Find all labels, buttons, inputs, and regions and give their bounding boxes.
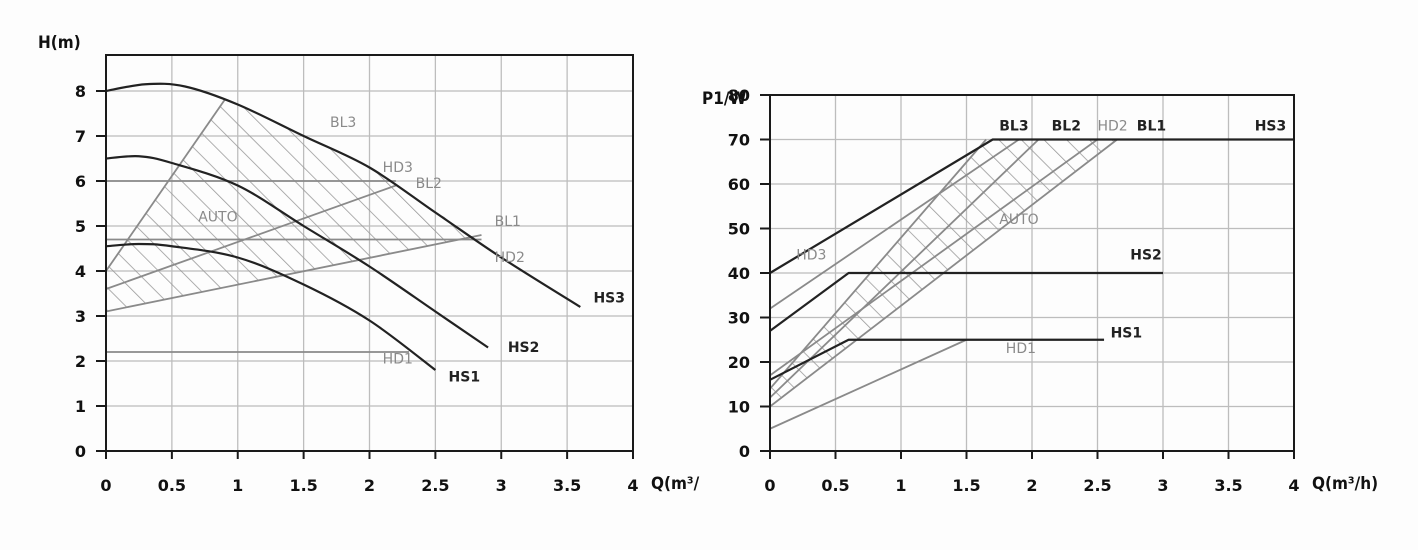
power-flow-chart: 0 0.5 1 1.5 2 2.5 3 3.5 401020304050607080P1/WQ(… [702, 86, 1378, 495]
curve-label-hd3: HD3 [383, 160, 413, 176]
x-tick-label: 2 [1026, 476, 1037, 495]
y-tick-label: 70 [728, 131, 750, 150]
curve-label-hd1: HD1 [1006, 341, 1036, 357]
x-tick-label: 0.5 [821, 476, 849, 495]
series-line-hs3 [769, 138, 1294, 274]
series-line-hs1 [105, 242, 437, 371]
curve-label-hd3: HD3 [796, 248, 826, 264]
curve-label-hd2: HD2 [1098, 119, 1128, 135]
y-tick-label: 10 [728, 398, 750, 417]
curve-label-bl1: BL1 [1137, 119, 1166, 135]
x-tick-label: 1 [895, 476, 906, 495]
curve-label-bl2: BL2 [416, 176, 442, 192]
y-tick-label: 4 [75, 262, 86, 281]
curve-label-hs3: HS3 [593, 291, 625, 307]
curve-label-hs1: HS1 [449, 369, 481, 385]
curve-label-auto: AUTO [999, 212, 1038, 228]
y-tick-label: 1 [75, 397, 86, 416]
series-line-hs3 [105, 82, 581, 308]
curve-label-hs3: HS3 [1255, 119, 1287, 135]
y-tick-label: 50 [728, 220, 750, 239]
x-tick-label: 2.5 [1083, 476, 1111, 495]
x-axis-label: Q(m³/h) [1312, 474, 1378, 494]
curve-label-auto: AUTO [198, 210, 237, 226]
y-tick-label: 80 [728, 86, 750, 105]
y-tick-label: 5 [75, 217, 86, 236]
series-line-bl2 [769, 138, 1040, 399]
series-line-hs2 [769, 271, 1163, 332]
auto-hatched-region [106, 100, 482, 312]
x-tick-label: 0.5 [158, 476, 186, 495]
x-tick-label: 2 [364, 476, 375, 495]
x-tick-label: 4 [627, 476, 638, 495]
y-axis-label: P1/W [702, 89, 746, 109]
y-axis-label: H(m) [38, 33, 81, 53]
curve-label-bl2: BL2 [1052, 119, 1081, 135]
y-tick-label: 0 [739, 442, 750, 461]
x-axis-label: Q(m³/h) [651, 474, 700, 494]
curve-label-hs2: HS2 [1130, 248, 1162, 264]
x-tick-label: 3 [1157, 476, 1168, 495]
x-tick-label: 0 [764, 476, 775, 495]
y-tick-label: 60 [728, 175, 750, 194]
head-flow-chart: 0 0.5 1 1.5 2 2.5 3 3.5 4 0 1 2 3 4 5 6 7 8 H(m) Q(m³/h) BL3… [38, 33, 700, 495]
x-tick-label: 1 [232, 476, 243, 495]
y-tick-label: 30 [728, 309, 750, 328]
x-tick-label: 1.5 [952, 476, 980, 495]
x-tick-label: 2.5 [421, 476, 449, 495]
x-tick-label: 4 [1288, 476, 1299, 495]
y-tick-label: 2 [75, 352, 86, 371]
x-tick-label: 1.5 [289, 476, 317, 495]
grid [105, 55, 634, 452]
x-tick-label: 3.5 [553, 476, 581, 495]
series-line-bl1 [105, 234, 482, 313]
series-line-hd2 [769, 138, 1099, 377]
y-tick-label: 0 [75, 442, 86, 461]
y-tick-label: 8 [75, 82, 86, 101]
y-tick-label: 20 [728, 353, 750, 372]
series-line-hs2 [105, 155, 489, 349]
series-line-bl3 [769, 138, 987, 390]
curve-label-hd2: HD2 [495, 250, 525, 266]
series-line-hs1 [769, 338, 1105, 381]
y-tick-label: 40 [728, 264, 750, 283]
series-line-hd3 [769, 138, 1020, 310]
x-tick-label: 3 [496, 476, 507, 495]
series-line-hd1 [769, 338, 967, 430]
curve-label-bl3: BL3 [999, 119, 1028, 135]
x-tick-label: 3.5 [1214, 476, 1242, 495]
curve-label-hd1: HD1 [383, 351, 413, 367]
y-tick-label: 7 [75, 127, 86, 146]
x-tick-label: 0 [100, 476, 111, 495]
y-tick-label: 3 [75, 307, 86, 326]
series-line-bl3 [105, 99, 226, 272]
series-line-bl2 [105, 184, 397, 290]
curve-label-bl1: BL1 [495, 214, 521, 230]
curve-label-hs2: HS2 [508, 340, 540, 356]
curve-label-hs1: HS1 [1111, 326, 1143, 342]
y-tick-label: 6 [75, 172, 86, 191]
curve-label-bl3: BL3 [330, 115, 356, 131]
